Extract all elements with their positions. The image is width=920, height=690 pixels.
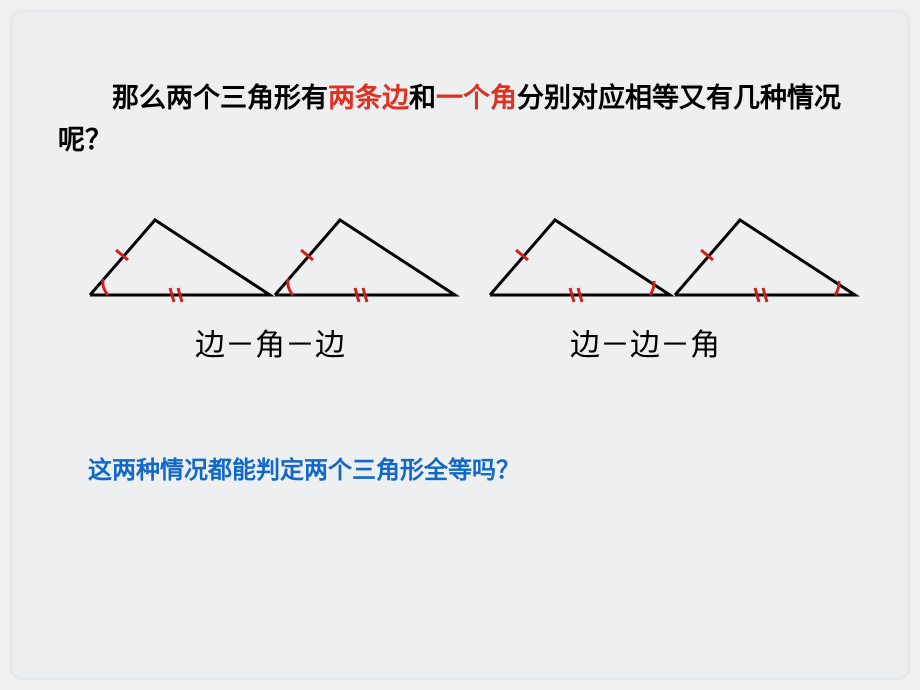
tick-mark-double-b <box>763 288 767 302</box>
triangle-group-sas: 边－角－边 <box>80 210 460 330</box>
slide-container: 那么两个三角形有两条边和一个角分别对应相等又有几种情况呢？ 边－角－边 <box>10 10 910 680</box>
caption-sas: 边－角－边 <box>80 320 460 364</box>
angle-arc <box>103 279 108 295</box>
triangle-ssa-2 <box>665 210 865 310</box>
indent <box>58 83 112 113</box>
tick-mark-double-a <box>755 288 759 302</box>
tick-mark-double-b <box>578 288 582 302</box>
tick-mark-double-a <box>170 288 174 302</box>
tick-mark-double-a <box>355 288 359 302</box>
heading-mid: 和 <box>409 83 436 113</box>
heading-hl2: 一个角 <box>436 83 517 113</box>
tick-mark-double-b <box>363 288 367 302</box>
triangle-group-ssa: 边－边－角 <box>480 210 860 330</box>
heading-hl1: 两条边 <box>328 83 409 113</box>
triangle-ssa-1 <box>480 210 680 310</box>
tick-mark-double-a <box>570 288 574 302</box>
tick-mark-double-b <box>178 288 182 302</box>
triangle-pair-sas <box>80 210 460 330</box>
caption-ssa: 边－边－角 <box>490 320 870 364</box>
angle-arc <box>288 279 293 295</box>
triangle-sas-2 <box>265 210 465 310</box>
triangle-sas-1 <box>80 210 280 310</box>
blue-question: 这两种情况都能判定两个三角形全等吗？ <box>88 450 520 485</box>
heading-part1: 那么两个三角形有 <box>112 83 328 113</box>
heading-text: 那么两个三角形有两条边和一个角分别对应相等又有几种情况呢？ <box>58 78 878 162</box>
triangle-pair-ssa <box>480 210 860 330</box>
